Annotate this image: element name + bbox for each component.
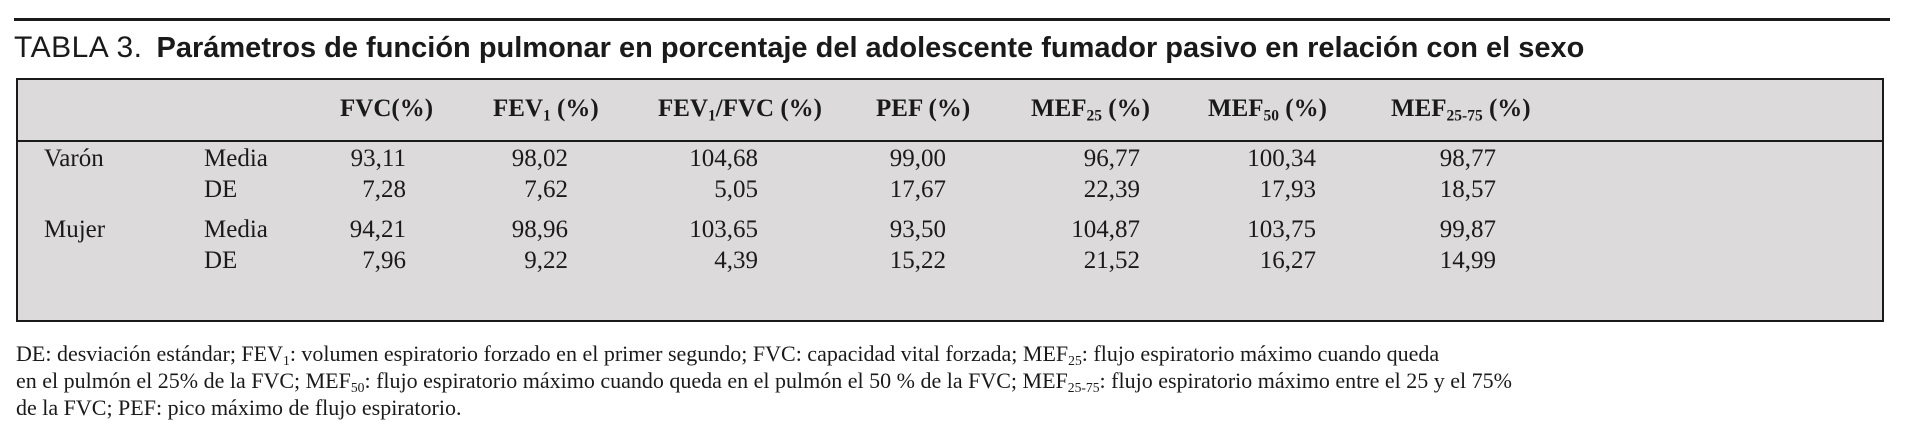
stat-label: Media [204, 145, 268, 172]
table-title: TABLA 3. Parámetros de función pulmonar e… [14, 27, 1584, 68]
table-cell: 98,77 [1439, 145, 1496, 172]
table-cell: 9,22 [524, 247, 568, 274]
group-label-varon: Varón [44, 145, 104, 172]
table-cell: 18,57 [1439, 176, 1496, 203]
table-cell: 17,93 [1259, 176, 1316, 203]
table-cell: 5,05 [714, 176, 758, 203]
col-header-fev1: FEV1 (%) [493, 95, 599, 125]
table-cell: 99,00 [889, 145, 946, 172]
top-rule [14, 18, 1890, 21]
table-cell: 98,02 [511, 145, 568, 172]
table-cell: 96,77 [1083, 145, 1140, 172]
table-title-text: Parámetros de función pulmonar en porcen… [156, 32, 1585, 64]
table-footnote: DE: desviación estándar; FEV1: volumen e… [16, 340, 1896, 421]
table-cell: 14,99 [1439, 247, 1496, 274]
header-separator [18, 140, 1882, 142]
table-cell: 15,22 [889, 247, 946, 274]
table-cell: 21,52 [1083, 247, 1140, 274]
table-cell: 94,21 [349, 216, 406, 243]
table-cell: 93,50 [889, 216, 946, 243]
col-header-mef25: MEF25 (%) [1031, 95, 1150, 125]
stat-label: DE [204, 176, 238, 203]
table-cell: 103,75 [1247, 216, 1316, 243]
table-cell: 93,11 [350, 145, 406, 172]
table-cell: 22,39 [1083, 176, 1140, 203]
col-header-fvc: FVC(%) [340, 95, 434, 122]
stat-label: Media [204, 216, 268, 243]
table-cell: 7,62 [524, 176, 568, 203]
table-cell: 7,28 [362, 176, 406, 203]
table-cell: 104,68 [689, 145, 758, 172]
footnote-line-2: en el pulmón el 25% de la FVC; MEF50: fl… [16, 368, 1512, 396]
col-header-pef: PEF (%) [876, 95, 971, 122]
table-cell: 16,27 [1259, 247, 1316, 274]
col-header-mef50: MEF50 (%) [1208, 95, 1327, 125]
table-cell: 98,96 [511, 216, 568, 243]
table-cell: 4,39 [714, 247, 758, 274]
table-cell: 99,87 [1439, 216, 1496, 243]
table-cell: 7,96 [362, 247, 406, 274]
table-cell: 100,34 [1247, 145, 1316, 172]
group-label-mujer: Mujer [44, 216, 106, 243]
table-cell: 103,65 [689, 216, 758, 243]
footnote-line-3: de la FVC; PEF: pico máximo de flujo esp… [16, 395, 462, 420]
table-cell: 17,67 [889, 176, 946, 203]
col-header-fev1-fvc: FEV1/FVC (%) [658, 95, 822, 125]
table-label: TABLA 3. [14, 31, 143, 64]
data-table: FVC(%) FEV1 (%) FEV1/FVC (%) PEF (%) MEF… [16, 78, 1884, 322]
footnote-line-1: DE: desviación estándar; FEV1: volumen e… [16, 341, 1440, 369]
table-cell: 104,87 [1071, 216, 1140, 243]
stat-label: DE [204, 247, 238, 274]
col-header-mef25-75: MEF25-75 (%) [1391, 95, 1531, 125]
